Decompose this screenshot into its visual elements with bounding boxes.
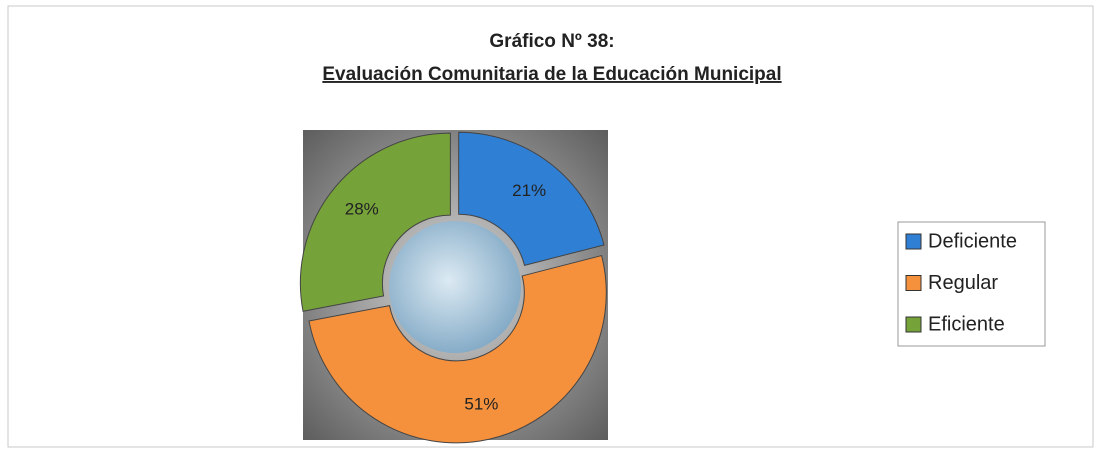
donut-slice	[299, 132, 451, 312]
data-label: 51%	[464, 395, 498, 414]
legend-swatch	[905, 233, 922, 250]
chart-title: Gráfico Nº 38:	[489, 31, 614, 52]
legend-box	[897, 221, 1046, 347]
legend-label: Regular	[928, 272, 998, 294]
data-label: 28%	[345, 199, 379, 218]
legend-label: Deficiente	[928, 230, 1017, 252]
chart-subtitle: Evaluación Comunitaria de la Educación M…	[322, 64, 781, 85]
donut-slice	[458, 131, 605, 266]
legend-label: Eficiente	[928, 313, 1005, 335]
legend-swatch	[905, 316, 922, 333]
donut-hole	[389, 221, 521, 353]
legend-swatch	[905, 275, 922, 291]
data-label: 21%	[512, 181, 546, 200]
donut-slice	[308, 254, 607, 444]
